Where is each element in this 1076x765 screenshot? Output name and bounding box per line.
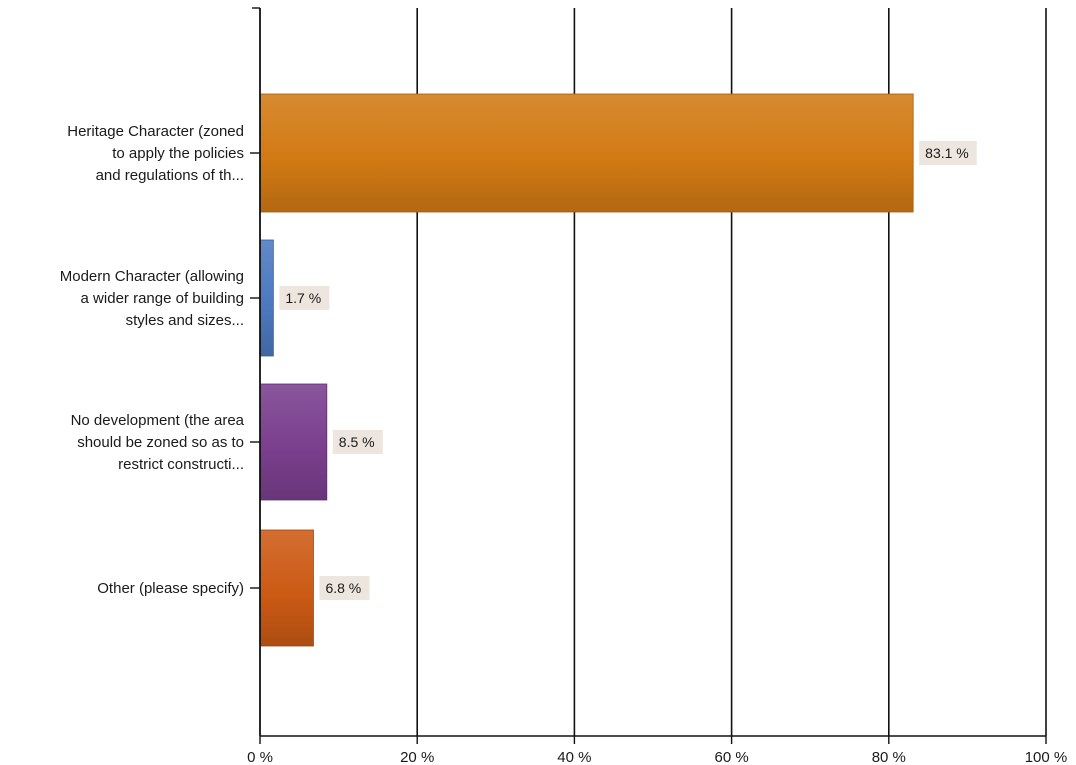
tick-labels: 0 % 20 % 40 % 60 % 80 % 100 %	[247, 749, 1067, 765]
x-tick-label: 100 %	[1025, 749, 1068, 765]
bar	[259, 383, 328, 501]
x-tick-label: 0 %	[247, 749, 273, 765]
data-labels: 83.1 % 1.7 % 8.5 % 6.8 %	[279, 141, 977, 600]
data-label-box	[332, 430, 383, 454]
data-label: 6.8 %	[325, 580, 361, 596]
category-labels: Heritage Character (zoned to apply the po…	[60, 123, 245, 597]
data-label: 8.5 %	[339, 434, 375, 450]
data-label: 83.1 %	[925, 145, 969, 161]
category-label: Heritage Character (zoned to apply the po…	[67, 123, 244, 184]
x-tick-label: 40 %	[557, 749, 591, 765]
category-label: Modern Character (allowing a wider range …	[60, 268, 244, 329]
bars	[259, 93, 914, 647]
bar	[259, 239, 274, 357]
x-tick-label: 80 %	[872, 749, 906, 765]
data-label-box	[319, 576, 370, 600]
data-label: 1.7 %	[285, 290, 321, 306]
data-label-box	[919, 141, 977, 165]
bar	[259, 529, 314, 647]
bar	[259, 93, 914, 213]
x-tick-label: 60 %	[714, 749, 748, 765]
x-tick-label: 20 %	[400, 749, 434, 765]
category-label: Other (please specify)	[97, 580, 244, 597]
data-label-box	[279, 286, 330, 310]
category-label: No development (the area should be zoned …	[71, 412, 245, 473]
axes	[250, 7, 1047, 744]
